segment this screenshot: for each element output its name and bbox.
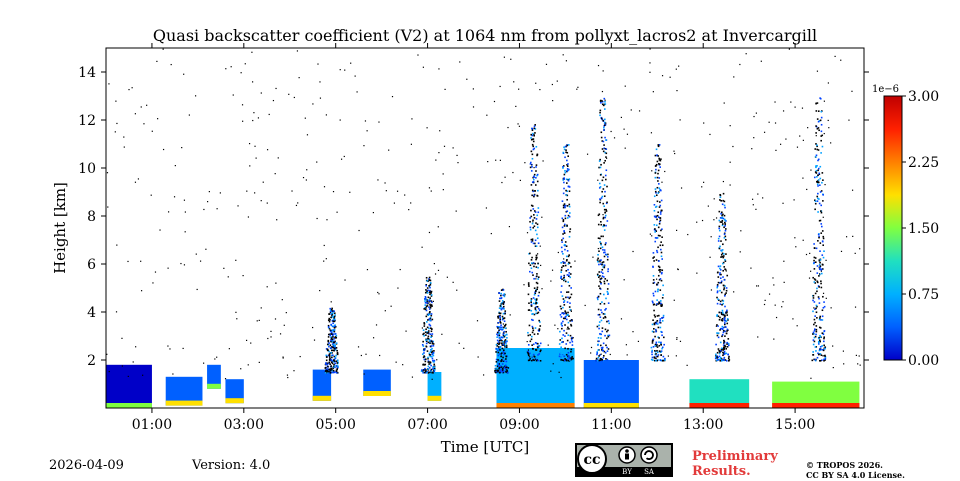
plume-3 <box>526 124 542 362</box>
x-tick-label-3: 07:00 <box>407 417 447 433</box>
svg-text:BY: BY <box>622 468 632 476</box>
copyright-note: © TROPOS 2026. CC BY SA 4.0 License. <box>806 460 905 480</box>
layer-7 <box>496 348 575 408</box>
cb-tick-label-1: 0.75 <box>908 287 939 303</box>
cc-icon <box>577 444 607 474</box>
plume-1 <box>420 276 436 374</box>
preliminary-line-1: Preliminary <box>692 449 778 464</box>
aerosol-plumes <box>324 97 827 374</box>
plume-5 <box>595 97 611 362</box>
plume-2 <box>494 288 510 374</box>
layer-base-1 <box>165 400 203 406</box>
plume-8 <box>811 97 827 362</box>
y-tick-label-6: 14 <box>78 65 96 81</box>
layer-6 <box>427 372 442 401</box>
layer-2 <box>207 364 221 389</box>
colorbar-ticks: 0.00 0.75 1.50 2.25 3.00 <box>902 89 939 369</box>
layer-base-10 <box>772 403 860 408</box>
copyright-line-1: © TROPOS 2026. <box>806 460 883 470</box>
colorbar <box>883 95 903 361</box>
layer-8 <box>583 360 639 408</box>
backscatter-layers <box>106 348 860 408</box>
layer-base-9 <box>689 403 750 408</box>
layer-3 <box>225 379 244 404</box>
plot-frame <box>105 47 865 409</box>
x-tick-label-7: 15:00 <box>775 417 815 433</box>
layer-base-5 <box>363 391 391 396</box>
chart-title: Quasi backscatter coefficient (V2) at 10… <box>152 26 818 45</box>
svg-text:cc: cc <box>583 452 600 468</box>
x-axis-label: Time [UTC] <box>440 438 530 456</box>
noise-speckle <box>106 48 861 380</box>
x-tick-label-4: 09:00 <box>499 417 539 433</box>
x-tick-label-2: 05:00 <box>316 417 356 433</box>
y-tick-label-3: 8 <box>87 209 96 225</box>
svg-text:SA: SA <box>644 468 655 476</box>
x-tick-label-5: 11:00 <box>591 417 631 433</box>
x-tick-label-6: 13:00 <box>683 417 723 433</box>
colorbar-exponent: 1e−6 <box>872 84 899 95</box>
layer-base-2 <box>207 383 221 389</box>
cb-tick-label-2: 1.50 <box>908 221 939 237</box>
plume-4 <box>558 144 574 362</box>
layer-base-6 <box>427 395 442 401</box>
layer-base-7 <box>496 403 575 408</box>
cb-tick-label-0: 0.00 <box>908 353 939 369</box>
preliminary-line-2: Results. <box>692 464 751 479</box>
plume-7 <box>714 192 731 362</box>
y-ticks: 2 4 6 8 10 12 14 <box>78 65 869 369</box>
sa-icon <box>640 446 658 464</box>
copyright-line-2: CC BY SA 4.0 License. <box>806 470 905 480</box>
cc-license-badge[interactable]: cc BY SA <box>575 443 673 477</box>
layer-4 <box>312 369 332 401</box>
layer-base-4 <box>312 395 332 401</box>
layer-base-8 <box>583 403 639 408</box>
y-tick-label-4: 10 <box>78 161 96 177</box>
x-tick-label-0: 01:00 <box>132 417 172 433</box>
y-tick-label-2: 6 <box>87 257 96 273</box>
plume-0 <box>324 307 339 374</box>
layer-base-3 <box>225 398 244 404</box>
cb-tick-label-3: 2.25 <box>908 155 939 171</box>
y-tick-label-1: 4 <box>87 305 96 321</box>
y-tick-label-0: 2 <box>87 353 96 369</box>
footer-date: 2026-04-09 <box>49 458 124 473</box>
layer-0 <box>106 364 152 408</box>
x-ticks: 01:00 03:00 05:00 07:00 09:00 11:00 13:00 15:00 <box>132 43 815 433</box>
plume-6 <box>650 144 666 362</box>
footer-version: Version: 4.0 <box>192 458 271 473</box>
preliminary-results-note: Preliminary Results. <box>692 449 778 479</box>
x-tick-label-1: 03:00 <box>224 417 264 433</box>
cb-tick-label-4: 3.00 <box>908 89 939 105</box>
y-tick-label-5: 12 <box>78 113 96 129</box>
layer-base-0 <box>106 403 152 408</box>
